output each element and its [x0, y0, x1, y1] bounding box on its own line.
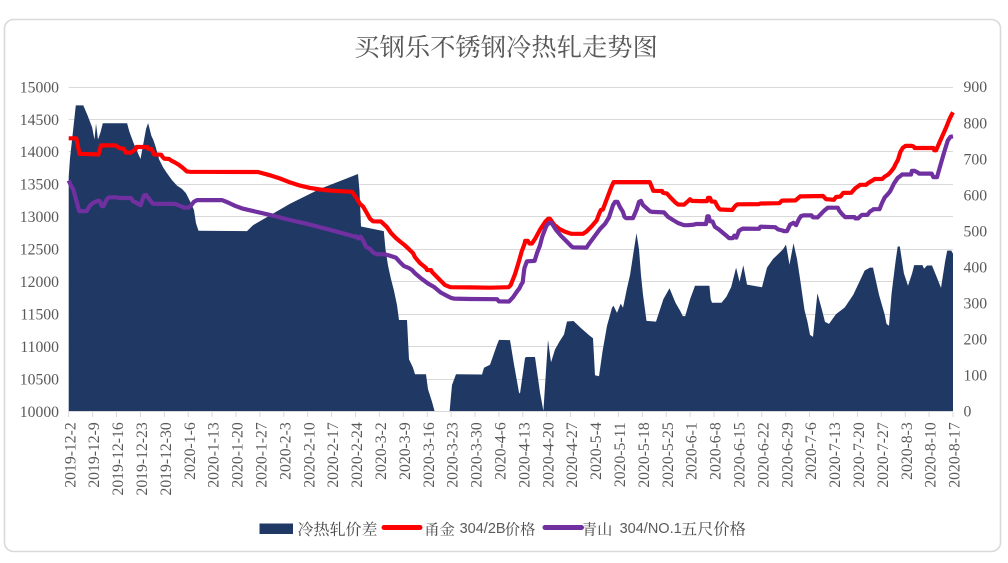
svg-text:14000: 14000 — [20, 144, 59, 161]
svg-text:2020-1-6: 2020-1-6 — [182, 422, 199, 480]
svg-text:2020-8-17: 2020-8-17 — [947, 422, 964, 488]
svg-text:2020-2-10: 2020-2-10 — [301, 422, 318, 488]
svg-text:2020-2-17: 2020-2-17 — [325, 422, 342, 488]
svg-text:2020-1-13: 2020-1-13 — [206, 422, 223, 488]
svg-text:2020-4-13: 2020-4-13 — [516, 422, 533, 488]
svg-text:15000: 15000 — [20, 79, 59, 96]
svg-text:100: 100 — [964, 368, 988, 385]
svg-text:2019-12-16: 2019-12-16 — [110, 422, 127, 495]
svg-text:300: 300 — [964, 296, 988, 313]
svg-text:2020-3-16: 2020-3-16 — [421, 422, 438, 488]
svg-text:900: 900 — [964, 79, 988, 96]
svg-text:2020-6-1: 2020-6-1 — [684, 422, 701, 480]
svg-text:2020-5-25: 2020-5-25 — [660, 422, 677, 488]
svg-text:12500: 12500 — [20, 242, 59, 259]
svg-text:2019-12-9: 2019-12-9 — [86, 422, 103, 488]
svg-text:2020-1-27: 2020-1-27 — [254, 422, 271, 488]
svg-text:11500: 11500 — [20, 306, 59, 323]
svg-text:2020-5-18: 2020-5-18 — [636, 422, 653, 488]
svg-text:2020-6-8: 2020-6-8 — [708, 422, 725, 480]
svg-text:2020-6-22: 2020-6-22 — [755, 422, 772, 487]
svg-text:2020-4-20: 2020-4-20 — [540, 422, 557, 488]
svg-text:2020-1-20: 2020-1-20 — [230, 422, 247, 488]
svg-text:400: 400 — [964, 260, 988, 277]
svg-text:2020-5-4: 2020-5-4 — [588, 422, 605, 480]
svg-text:800: 800 — [964, 115, 988, 132]
svg-text:2020-3-2: 2020-3-2 — [373, 422, 390, 480]
svg-text:2020-7-20: 2020-7-20 — [851, 422, 868, 488]
svg-text:2020-7-13: 2020-7-13 — [827, 422, 844, 488]
svg-text:14500: 14500 — [20, 112, 59, 129]
svg-text:2020-8-3: 2020-8-3 — [899, 422, 916, 480]
svg-text:2019-12-30: 2019-12-30 — [158, 422, 175, 495]
svg-text:10000: 10000 — [20, 404, 59, 421]
svg-text:2020-6-15: 2020-6-15 — [732, 422, 749, 488]
svg-text:12000: 12000 — [20, 274, 59, 291]
svg-text:2020-4-27: 2020-4-27 — [564, 422, 581, 488]
svg-text:304/NO.1: 304/NO.1 — [620, 521, 682, 537]
svg-text:2020-2-24: 2020-2-24 — [349, 422, 366, 488]
svg-text:13000: 13000 — [20, 209, 59, 226]
svg-text:2020-3-9: 2020-3-9 — [397, 422, 414, 480]
svg-text:2019-12-2: 2019-12-2 — [62, 422, 79, 487]
svg-text:304/2B: 304/2B — [460, 521, 506, 537]
svg-text:2020-7-6: 2020-7-6 — [803, 422, 820, 480]
svg-text:2020-4-6: 2020-4-6 — [493, 422, 510, 480]
svg-text:11000: 11000 — [20, 339, 59, 356]
svg-text:2020-3-30: 2020-3-30 — [469, 422, 486, 488]
svg-text:500: 500 — [964, 223, 988, 240]
svg-text:2020-3-23: 2020-3-23 — [445, 422, 462, 488]
svg-text:2020-6-29: 2020-6-29 — [779, 422, 796, 488]
svg-text:700: 700 — [964, 151, 988, 168]
svg-text:13500: 13500 — [20, 177, 59, 194]
svg-text:2020-7-27: 2020-7-27 — [875, 422, 892, 488]
svg-text:200: 200 — [964, 332, 988, 349]
svg-text:600: 600 — [964, 187, 988, 204]
svg-text:2020-5-11: 2020-5-11 — [612, 422, 629, 487]
svg-text:2020-2-3: 2020-2-3 — [277, 422, 294, 480]
svg-text:2020-8-10: 2020-8-10 — [923, 422, 940, 488]
svg-text:10500: 10500 — [20, 371, 59, 388]
svg-text:0: 0 — [964, 404, 972, 421]
svg-text:2019-12-23: 2019-12-23 — [134, 422, 151, 495]
